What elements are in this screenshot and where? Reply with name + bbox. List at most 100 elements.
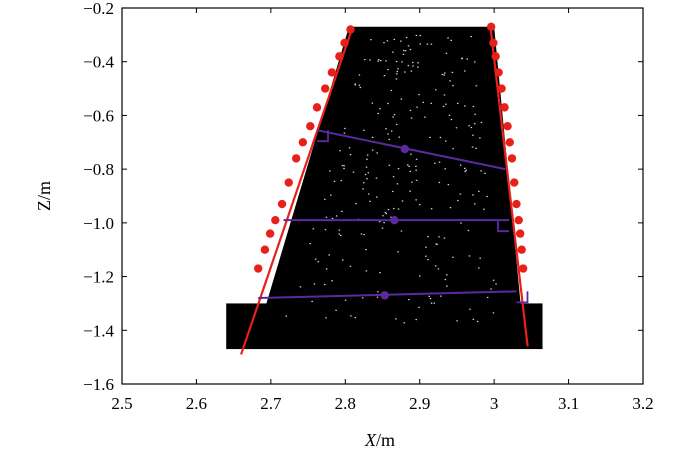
cloud-speck — [324, 198, 326, 200]
cloud-speck — [452, 85, 454, 87]
cloud-speck — [465, 169, 467, 171]
cloud-speck — [366, 178, 368, 180]
plot-frame — [121, 7, 644, 385]
cloud-speck — [411, 61, 414, 64]
cloud-speck — [426, 43, 429, 45]
cloud-speck — [393, 207, 395, 210]
cloud-speck — [400, 230, 403, 232]
cloud-speck — [396, 183, 399, 185]
cloud-speck — [456, 102, 459, 104]
cloud-speck — [331, 217, 334, 220]
edge-point — [503, 121, 512, 131]
cloud-speck — [474, 61, 476, 63]
cloud-speck — [355, 203, 357, 205]
cloud-speck — [338, 233, 340, 235]
cross-sections — [258, 129, 529, 304]
cloud-speck — [396, 73, 398, 75]
cloud-speck — [404, 50, 407, 52]
cloud-speck — [409, 48, 412, 51]
cloud-speck — [479, 137, 481, 139]
cloud-speck — [390, 89, 393, 92]
cloud-speck — [376, 152, 378, 154]
cloud-speck — [427, 259, 429, 261]
cloud-speck — [325, 317, 327, 319]
cloud-speck — [285, 315, 288, 317]
cloud-speck — [445, 274, 448, 276]
cloud-speck — [354, 317, 356, 319]
section-line-1 — [316, 129, 506, 171]
cloud-speck — [475, 85, 478, 87]
cloud-speck — [464, 170, 466, 173]
cloud-speck — [478, 267, 480, 269]
cloud-speck — [478, 190, 480, 193]
cloud-speck — [393, 114, 396, 116]
cloud-speck — [436, 243, 438, 245]
cloud-speck — [430, 102, 433, 104]
cloud-speck — [422, 101, 424, 104]
cloud-speck — [383, 222, 385, 224]
y-axis: −0.2 −0.4 −0.6 −0.8 −1.0 −1.2 −1.4 −1.6 — [83, 0, 643, 394]
edge-point — [277, 199, 287, 209]
cloud-speck — [366, 158, 368, 160]
cloud-speck — [460, 222, 462, 224]
cloud-body — [255, 26, 524, 339]
y-tick-label: −1.2 — [83, 268, 114, 287]
cloud-speck — [400, 40, 402, 42]
edge-point — [505, 138, 514, 147]
cloud-speck — [425, 246, 427, 248]
edge-point — [340, 38, 349, 48]
cloud-speck — [450, 39, 452, 41]
x-tick-label: 3 — [490, 394, 499, 413]
cloud-speck — [396, 70, 399, 73]
cloud-speck — [447, 184, 450, 186]
cloud-speck — [313, 283, 316, 285]
cloud-speck — [311, 300, 313, 303]
edge-point — [500, 103, 509, 112]
cloud-speck — [464, 167, 466, 169]
cloud-speck — [444, 140, 447, 142]
cloud-speck — [408, 299, 410, 301]
cloud-speck — [472, 318, 475, 320]
cloud-speck — [384, 211, 387, 214]
cloud-speck — [366, 154, 369, 156]
x-tick-label: 2.6 — [186, 394, 207, 413]
cloud-speck — [419, 34, 421, 37]
y-tick-label: −1.6 — [83, 375, 114, 394]
cloud-speck — [323, 283, 326, 286]
cloud-speck — [412, 65, 414, 67]
cloud-speck — [444, 168, 447, 170]
cloud-speck — [419, 43, 422, 45]
edge-point — [320, 84, 330, 93]
cloud-speck — [415, 318, 417, 321]
cloud-speck — [309, 242, 311, 245]
cloud-speck — [461, 57, 463, 59]
cloud-speck — [409, 170, 412, 172]
cloud-speck — [378, 58, 380, 61]
cloud-speck — [415, 158, 418, 160]
cloud-speck — [395, 123, 398, 126]
cloud-speck — [398, 136, 401, 138]
edge-point — [265, 229, 275, 238]
cloud-speck — [343, 132, 346, 134]
x-tick-label: 2.7 — [260, 394, 282, 413]
y-tick-label: −1.4 — [83, 321, 114, 340]
edge-point — [517, 245, 526, 254]
cloud-speck — [470, 126, 473, 129]
cloud-speck — [407, 45, 410, 47]
cloud-speck — [299, 286, 302, 288]
cloud-speck — [383, 42, 385, 44]
cloud-speck — [452, 148, 454, 150]
y-tick-label: −0.2 — [83, 0, 114, 18]
cloud-speck — [390, 130, 393, 132]
cloud-speck — [445, 52, 448, 54]
edge-point — [284, 178, 293, 187]
cloud-speck — [449, 207, 452, 209]
cloud-speck — [354, 83, 357, 85]
cloud-speck — [341, 210, 343, 213]
cloud-speck — [472, 134, 474, 136]
cloud-speck — [358, 84, 361, 86]
cloud-speck — [429, 136, 431, 138]
edge-point — [327, 68, 337, 77]
cloud-speck — [459, 164, 462, 166]
